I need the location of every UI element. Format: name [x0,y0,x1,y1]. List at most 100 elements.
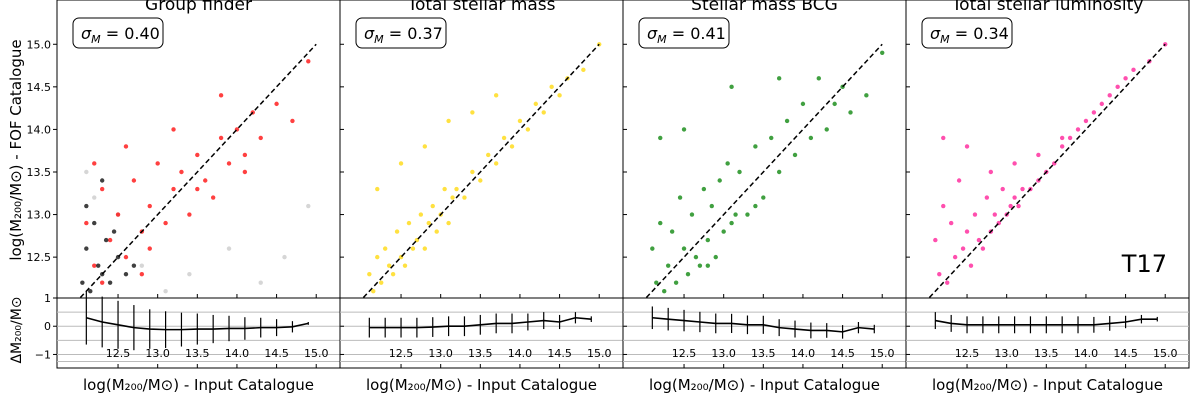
residual-y-tick-label: 1 [44,292,51,305]
point [446,118,451,124]
y-tick-label: 15.0 [27,38,52,51]
y-axis-label: log(M₂₀₀/M⊙) - FOF Catalogue [7,39,25,260]
y-tick-label: 14.0 [27,123,52,136]
one-to-one-line [361,43,600,298]
point [673,280,679,285]
point [1115,84,1120,90]
point [1075,127,1081,132]
point [226,161,232,166]
point [171,127,176,132]
point [1067,135,1073,141]
point [203,178,208,183]
point [681,127,687,132]
point [665,263,671,268]
point [701,186,707,192]
point [964,144,970,149]
point [371,288,376,294]
point [816,76,822,81]
point [992,212,997,217]
point [658,220,663,226]
point [147,246,152,251]
point [155,161,160,166]
point [1036,152,1041,158]
point [662,288,667,294]
point [972,212,978,217]
point [729,84,734,90]
point [470,110,475,115]
x-tick-label: 12.5 [955,347,980,360]
point [187,271,192,277]
x-tick-label: 13.5 [1034,347,1059,360]
sigma-symbol: σ [647,24,658,43]
point [824,127,829,132]
point [242,169,248,175]
point [493,93,499,98]
point [960,246,966,251]
point [103,237,109,243]
point [92,220,97,226]
point [92,161,97,166]
point [131,263,137,268]
x-tick-label: 15.0 [587,347,612,360]
point [776,76,782,81]
point [705,237,711,243]
point [948,220,954,226]
point [306,203,311,209]
x-axis-label: log(M₂₀₀/M⊙) - Input Catalogue [366,376,597,394]
y-tick-label: 13.0 [27,209,52,222]
point [717,178,722,183]
point [1059,135,1065,141]
residual-y-axis-label: ΔM₂₀₀/M⊙ [9,296,25,363]
point [84,246,89,251]
point [306,59,311,64]
point [390,271,396,277]
point [92,263,97,268]
sigma-box [72,17,164,49]
point [386,263,392,268]
sigma-equals: = [101,24,125,43]
point [418,212,424,217]
point [382,246,388,251]
panel-title: Total stellar mass [406,0,555,15]
x-tick-label: 14.5 [1113,347,1138,360]
sigma-box [921,17,1013,49]
x-axis-label: log(M₂₀₀/M⊙) - Input Catalogue [83,376,314,394]
point [1016,203,1021,209]
sigma-subscript: M [940,33,950,46]
point [1000,186,1005,192]
point [462,195,467,200]
sigma-annotation: σM = 0.34 [930,24,1009,46]
y-tick-label: 13.5 [27,166,52,179]
point [218,135,224,141]
point [784,118,790,124]
point [1107,93,1112,98]
point [1012,161,1017,166]
point [274,101,279,107]
point [1083,118,1089,124]
annotation: T17 [1121,250,1167,278]
point [195,186,200,192]
x-tick-label: 13.5 [468,347,493,360]
x-tick-label: 13.5 [751,347,776,360]
point [709,203,714,209]
x-tick-label: 13.0 [428,347,453,360]
point [1020,186,1025,192]
point [80,280,85,285]
sigma-value: 0.34 [973,24,1009,43]
sigma-symbol: σ [364,24,375,43]
point [549,84,554,90]
point [988,169,994,175]
point [139,271,145,277]
point [446,220,451,226]
point [218,93,224,98]
x-tick-label: 15.0 [1153,347,1178,360]
point [808,135,814,141]
point [721,229,726,234]
x-axis-label: log(M₂₀₀/M⊙) - Input Catalogue [649,376,880,394]
point [375,186,380,192]
point [654,280,659,285]
sigma-equals: = [384,24,408,43]
point [493,161,499,166]
sigma-value: 0.37 [407,24,443,43]
point [769,135,774,141]
